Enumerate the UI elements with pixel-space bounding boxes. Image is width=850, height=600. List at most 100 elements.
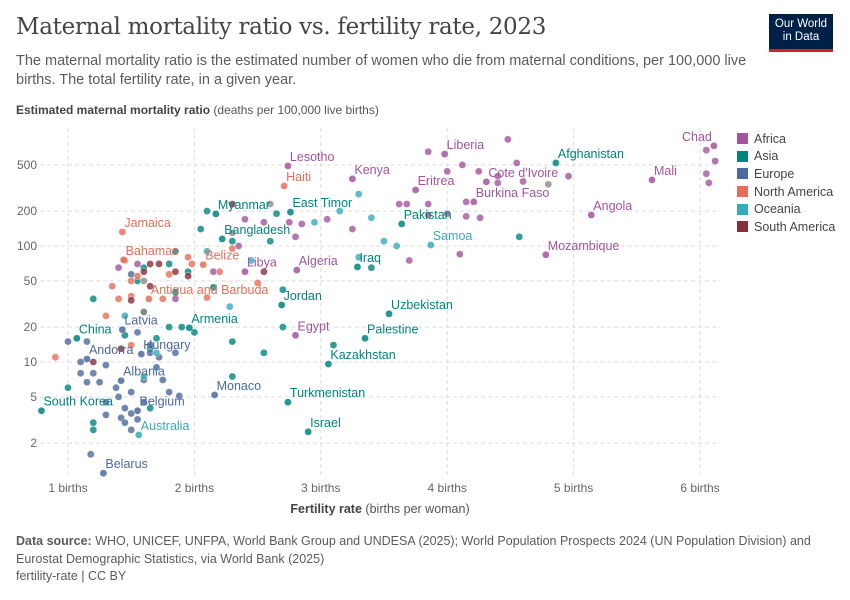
- data-point: [440, 150, 449, 158]
- data-point: [118, 228, 127, 236]
- data-point: [228, 244, 237, 253]
- x-tick-label: 2 births: [175, 481, 214, 495]
- data-point: [89, 418, 98, 427]
- data-point: [133, 415, 142, 424]
- data-point: [83, 355, 91, 363]
- legend-label: Europe: [754, 166, 795, 181]
- data-point: [458, 161, 467, 169]
- y-tick-label: 100: [17, 239, 37, 253]
- data-point: [291, 233, 300, 241]
- data-point: [112, 383, 120, 392]
- data-point: [587, 211, 596, 219]
- data-point: [121, 418, 129, 427]
- point-label: Bangladesh: [224, 223, 290, 237]
- data-point: [335, 207, 344, 215]
- data-point: [247, 256, 256, 265]
- point-label: Mozambique: [548, 239, 620, 253]
- data-point: [260, 349, 268, 357]
- point-label: Kazakhstan: [330, 348, 395, 362]
- point-label: Pakistan: [404, 208, 452, 222]
- data-point: [89, 369, 98, 378]
- data-point: [519, 177, 527, 186]
- point-label: Mali: [654, 164, 677, 178]
- point-label: Haiti: [286, 170, 311, 184]
- data-point: [89, 295, 98, 303]
- data-point: [266, 237, 275, 245]
- data-point: [710, 142, 718, 150]
- point-label: Albania: [123, 365, 165, 379]
- point-label: Myanmar: [218, 198, 270, 212]
- data-point: [114, 295, 123, 303]
- point-label: Samoa: [433, 229, 473, 243]
- data-point: [272, 209, 281, 218]
- data-point: [203, 207, 211, 215]
- data-point: [146, 260, 154, 268]
- x-tick-label: 1 births: [48, 481, 87, 495]
- legend-item[interactable]: Asia: [737, 148, 835, 166]
- legend-label: North America: [754, 184, 834, 199]
- data-point: [121, 404, 129, 412]
- legend-item[interactable]: South America: [737, 218, 835, 236]
- data-point: [137, 350, 146, 358]
- source-text: WHO, UNICEF, UNFPA, World Bank Group and…: [16, 534, 811, 566]
- data-point: [177, 323, 186, 331]
- data-point: [133, 272, 142, 280]
- footer-source: Data source: WHO, UNICEF, UNFPA, World B…: [16, 532, 816, 568]
- data-point: [134, 431, 143, 439]
- legend-label: Asia: [754, 149, 779, 164]
- data-point: [209, 283, 218, 292]
- y-tick-label: 2: [30, 436, 37, 450]
- data-point: [199, 260, 208, 269]
- y-tick-label: 20: [24, 320, 38, 334]
- data-point: [426, 241, 435, 249]
- data-point: [185, 324, 194, 332]
- point-label: Chad: [682, 130, 712, 144]
- owid-logo[interactable]: Our World in Data: [769, 14, 833, 52]
- data-point: [196, 225, 205, 233]
- data-point: [158, 376, 167, 384]
- x-axis-label: Fertility rate (births per woman): [0, 502, 760, 516]
- data-point: [145, 295, 153, 303]
- legend-item[interactable]: Oceania: [737, 200, 835, 218]
- data-point: [504, 135, 512, 144]
- data-point: [266, 200, 275, 208]
- data-point: [117, 344, 125, 353]
- data-point: [165, 270, 173, 279]
- data-point: [95, 378, 104, 386]
- data-point: [133, 260, 142, 268]
- data-point: [443, 167, 452, 176]
- data-point: [402, 200, 411, 208]
- data-point: [385, 310, 393, 318]
- source-label: Data source:: [16, 534, 92, 548]
- data-point: [158, 295, 167, 303]
- data-point: [114, 263, 123, 272]
- data-point: [411, 186, 420, 194]
- point-label: Algeria: [299, 254, 338, 268]
- data-point: [380, 237, 388, 245]
- legend-item[interactable]: Africa: [737, 130, 835, 148]
- data-point: [171, 349, 180, 357]
- point-label: Uzbekistan: [391, 298, 453, 312]
- data-point: [140, 398, 148, 407]
- point-label: Burkina Faso: [476, 186, 550, 200]
- point-label: Australia: [141, 419, 190, 433]
- data-point: [37, 406, 46, 415]
- data-point: [165, 323, 173, 331]
- point-label: Angola: [593, 199, 632, 213]
- legend-item[interactable]: North America: [737, 183, 835, 201]
- legend-label: South America: [754, 219, 836, 234]
- data-point: [361, 334, 369, 343]
- y-axis-label-unit: (deaths per 100,000 live births): [213, 103, 379, 117]
- legend-swatch: [737, 168, 748, 180]
- data-point: [133, 406, 142, 415]
- point-label: Palestine: [367, 322, 418, 336]
- data-point: [133, 328, 142, 337]
- point-label: Libya: [247, 256, 277, 270]
- data-point: [76, 369, 85, 378]
- data-point: [228, 372, 237, 381]
- data-point: [353, 263, 362, 271]
- data-point: [279, 285, 287, 294]
- data-point: [424, 147, 433, 156]
- legend-item[interactable]: Europe: [737, 165, 835, 183]
- point-label: Iraq: [359, 251, 381, 265]
